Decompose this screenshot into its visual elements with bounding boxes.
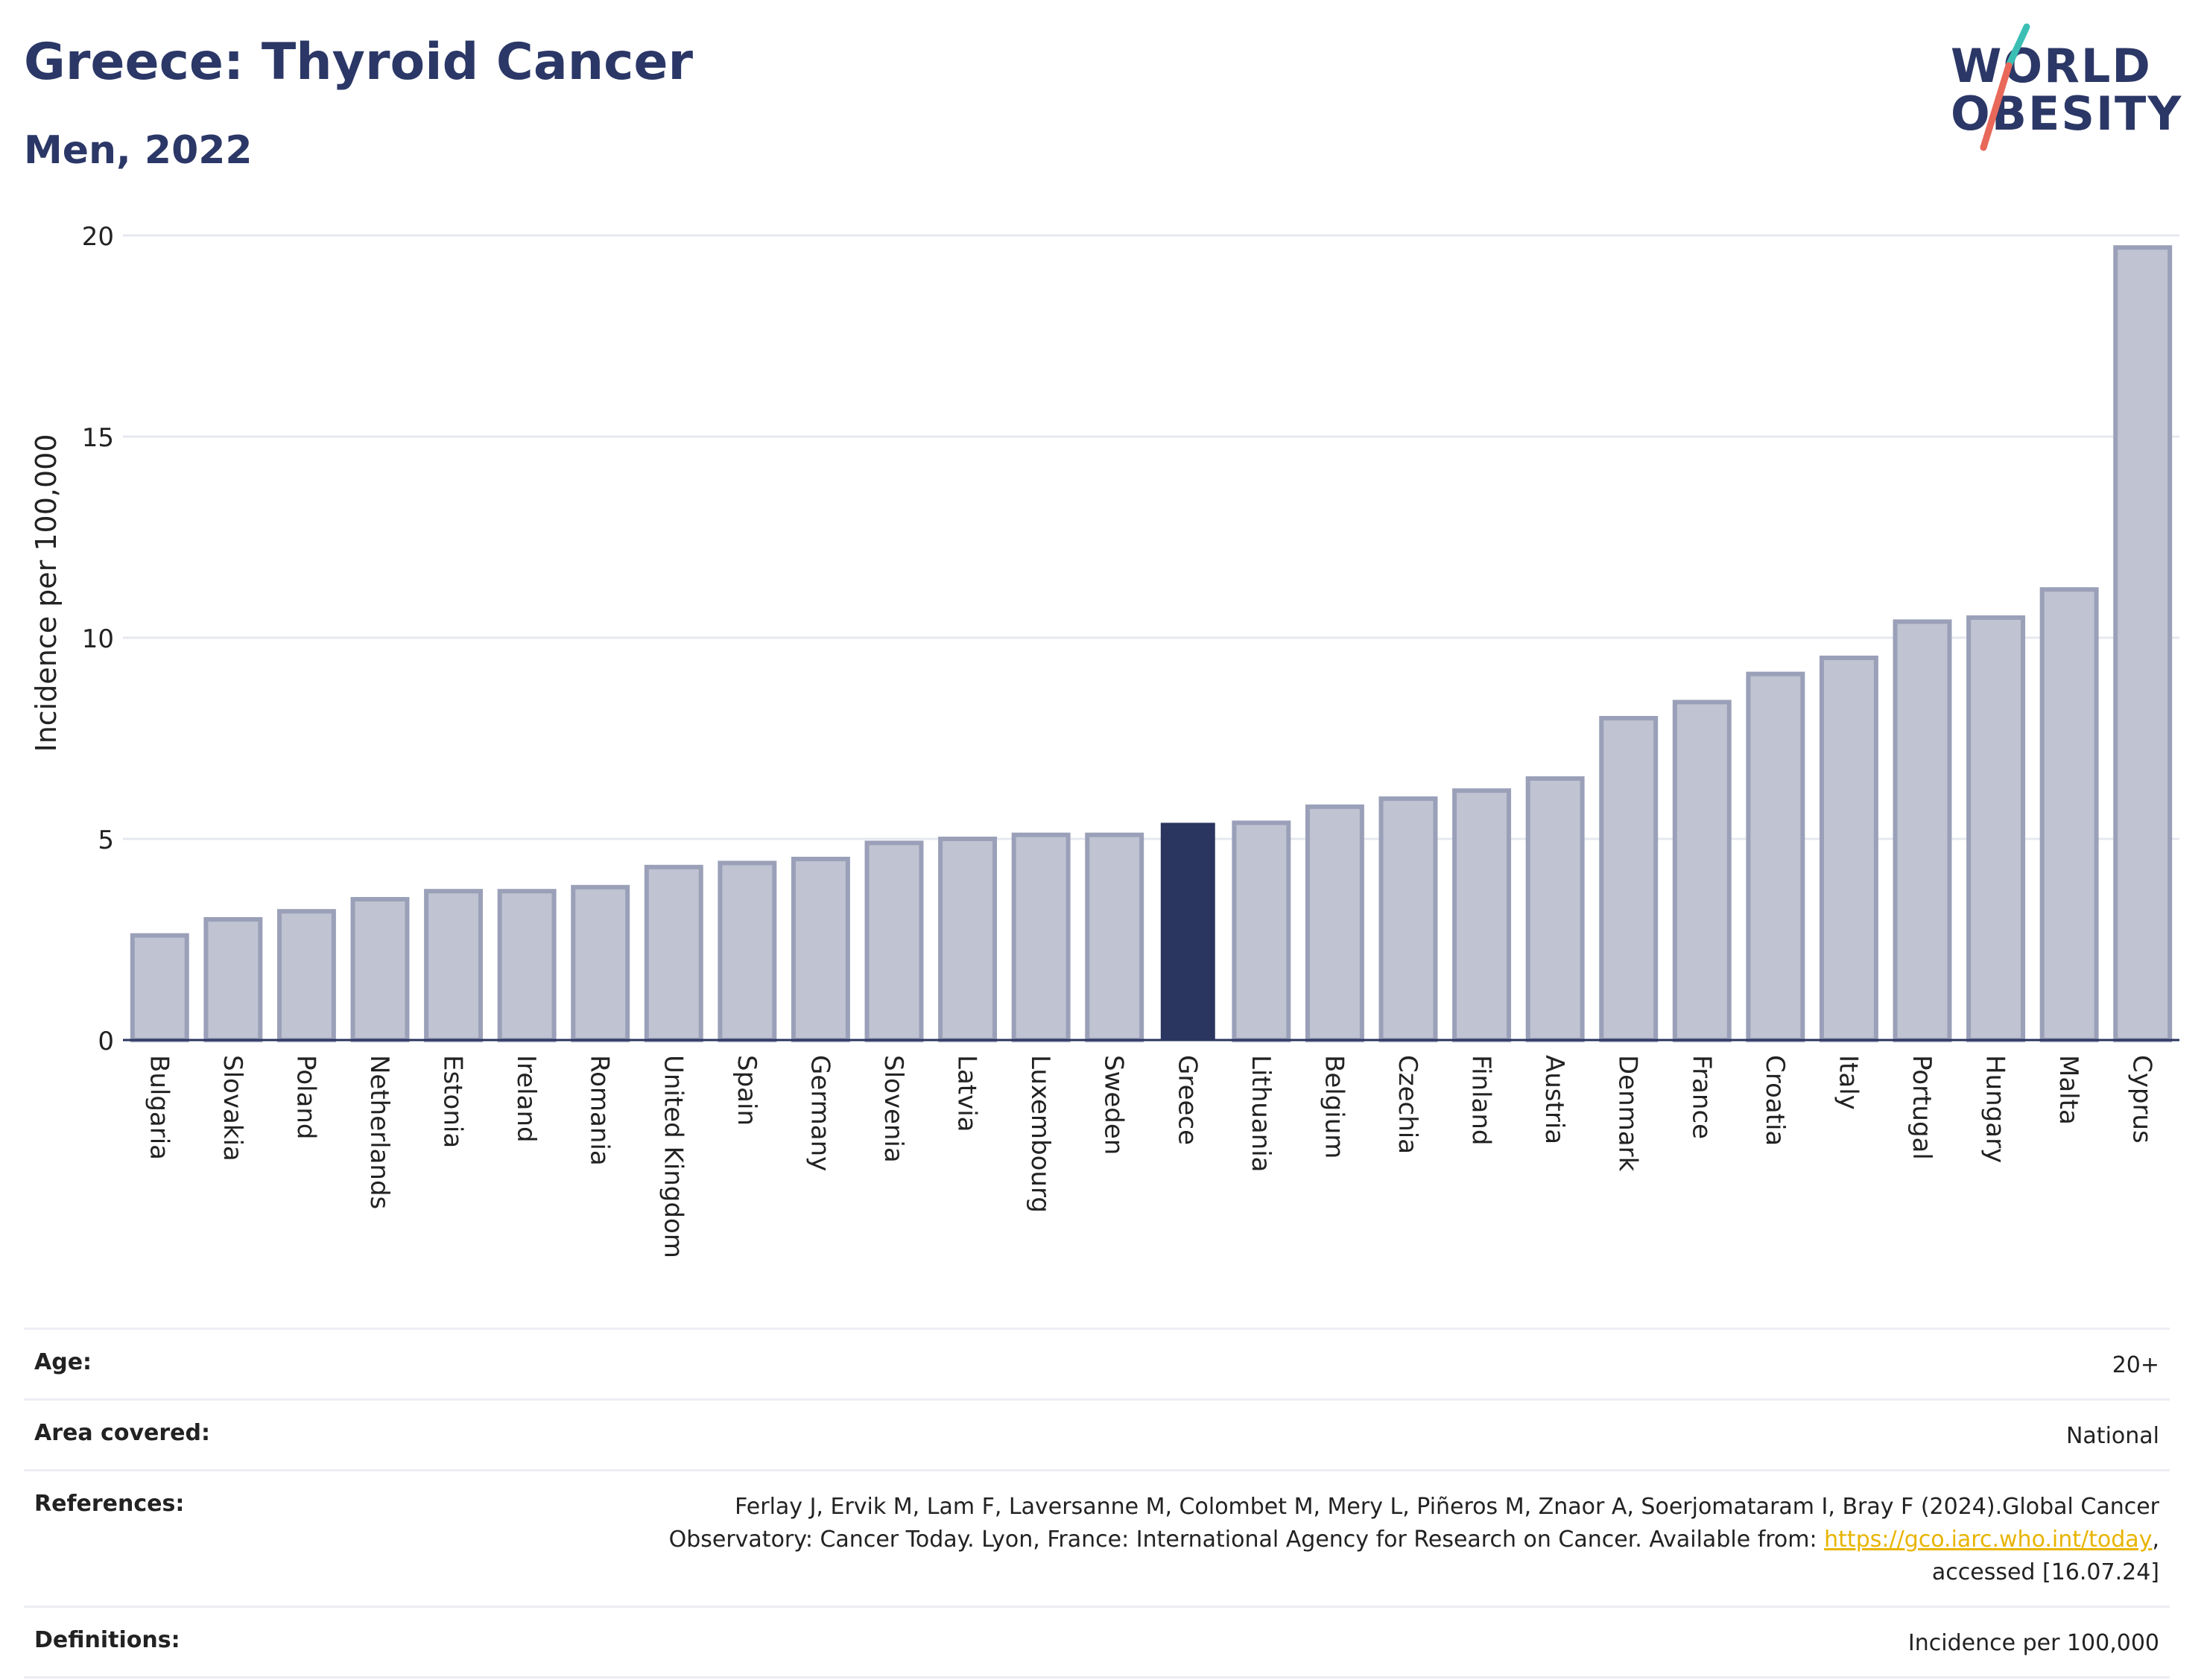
x-tick-label: Romania <box>585 1055 615 1166</box>
x-axis-ticks: Bulgaria Slovakia Poland Netherlands Estonia… <box>144 1055 2156 1258</box>
bar-cyprus <box>2113 245 2173 1043</box>
x-tick-label: Finland <box>1466 1055 1496 1146</box>
definitions-value: Incidence per 100,000 <box>1907 1630 2159 1656</box>
bar-netherlands <box>350 897 410 1042</box>
x-tick-label: Estonia <box>438 1055 468 1148</box>
bar-hungary <box>1966 615 2026 1042</box>
y-axis-title: Incidence per 100,000 <box>30 434 63 752</box>
bar-croatia <box>1746 671 1805 1042</box>
x-tick-label: Netherlands <box>364 1055 394 1209</box>
bar-greece <box>1160 822 1215 1040</box>
bar-finland <box>1452 788 1512 1042</box>
references-value: Ferlay J, Ervik M, Lam F, Laversanne M, … <box>668 1494 2159 1585</box>
bar-malta <box>2039 587 2099 1042</box>
bar-germany <box>791 857 850 1042</box>
info-table: Age: 20+ Area covered: National Referenc… <box>24 1328 2170 1679</box>
bars <box>130 245 2173 1043</box>
y-axis-ticks: 0 5 10 15 20 <box>82 222 114 1056</box>
references-line-1: Ferlay J, Ervik M, Lam F, Laversanne M, … <box>735 1494 2159 1520</box>
bar-czechia <box>1378 796 1438 1042</box>
bar-portugal <box>1893 619 1952 1042</box>
area-label: Area covered: <box>34 1420 210 1446</box>
references-link[interactable]: https://gco.iarc.who.int/today <box>1824 1527 2153 1553</box>
x-tick-label: Hungary <box>1980 1055 2010 1163</box>
bar-poland <box>276 909 336 1043</box>
logo-slash-teal <box>2005 23 2030 69</box>
y-tick-label: 20 <box>82 222 114 252</box>
x-tick-label: Latvia <box>952 1055 982 1132</box>
references-line-2: Observatory: Cancer Today. Lyon, France:… <box>668 1527 1817 1553</box>
world-obesity-logo: WORLD OBESITY <box>1937 21 2191 155</box>
x-tick-label: Ireland <box>511 1055 541 1143</box>
x-tick-label: Lithuania <box>1246 1055 1276 1172</box>
x-tick-label: France <box>1686 1055 1716 1139</box>
x-tick-label: Sweden <box>1099 1055 1129 1155</box>
bar-lithuania <box>1232 820 1291 1043</box>
bar-luxembourg <box>1011 832 1071 1042</box>
bar-romania <box>571 884 630 1042</box>
x-tick-label: Spain <box>732 1055 761 1126</box>
info-row-age: Age: 20+ <box>24 1328 2170 1398</box>
x-tick-label: Malta <box>2053 1055 2083 1125</box>
x-tick-label: United Kingdom <box>658 1055 688 1258</box>
logo-slash-coral <box>1980 62 2013 151</box>
bar-italy <box>1819 656 1878 1042</box>
page-subtitle: Men, 2022 <box>24 128 253 173</box>
bar-spain <box>718 860 777 1043</box>
x-tick-label: Slovakia <box>218 1055 247 1161</box>
bar-ireland <box>497 889 557 1043</box>
definitions-label: Definitions: <box>34 1627 180 1653</box>
bar-slovakia <box>203 917 263 1042</box>
x-tick-label: Belgium <box>1319 1055 1349 1158</box>
references-label: References: <box>34 1491 185 1517</box>
x-tick-label: Austria <box>1539 1055 1569 1144</box>
logo-word-1: WORLD <box>1951 39 2152 93</box>
bar-sweden <box>1085 832 1144 1042</box>
logo-slash-icon <box>1980 23 2030 151</box>
x-tick-label: Slovenia <box>878 1055 908 1163</box>
x-tick-label: Germany <box>805 1055 835 1171</box>
info-row-definitions: Definitions: Incidence per 100,000 <box>24 1605 2170 1679</box>
bar-france <box>1672 700 1732 1043</box>
bar-latvia <box>938 837 998 1042</box>
x-tick-label: Bulgaria <box>144 1055 174 1160</box>
x-tick-label: Cyprus <box>2127 1055 2157 1144</box>
y-tick-label: 5 <box>98 825 114 855</box>
bar-austria <box>1525 776 1585 1042</box>
bar-estonia <box>424 889 484 1043</box>
x-tick-label: Greece <box>1172 1055 1202 1145</box>
x-tick-label: Denmark <box>1613 1055 1643 1172</box>
x-tick-label: Luxembourg <box>1025 1055 1055 1213</box>
x-tick-label: Czechia <box>1393 1055 1422 1154</box>
x-tick-label: Poland <box>291 1055 320 1140</box>
y-tick-label: 0 <box>98 1027 114 1056</box>
bar-chart: 0 5 10 15 20 Bulgaria Slovakia Poland Netherlan… <box>30 222 2179 1258</box>
bar-slovenia <box>864 840 924 1043</box>
age-value: 20+ <box>2112 1352 2159 1378</box>
area-value: National <box>2065 1423 2159 1449</box>
age-label: Age: <box>34 1349 92 1375</box>
x-tick-label: Croatia <box>1760 1055 1790 1146</box>
y-tick-label: 10 <box>82 624 114 654</box>
x-tick-label: Italy <box>1833 1055 1863 1110</box>
bar-united-kingdom <box>644 864 703 1042</box>
bar-belgium <box>1305 804 1364 1042</box>
info-row-references: References: Ferlay J, Ervik M, Lam F, La… <box>24 1469 2170 1605</box>
y-tick-label: 15 <box>82 423 114 453</box>
bar-bulgaria <box>130 933 189 1042</box>
info-row-area: Area covered: National <box>24 1398 2170 1469</box>
bar-denmark <box>1599 716 1659 1042</box>
page-title: Greece: Thyroid Cancer <box>24 33 694 92</box>
x-tick-label: Portugal <box>1907 1055 1937 1160</box>
references-line-3: accessed [16.07.24] <box>1931 1559 2159 1585</box>
